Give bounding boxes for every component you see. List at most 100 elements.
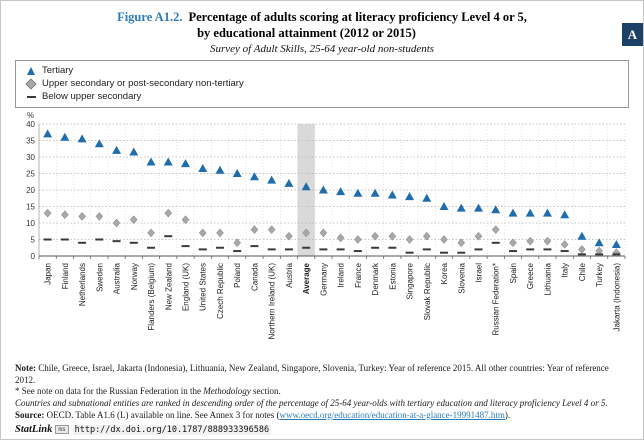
tertiary-marker [249,172,259,181]
y-tick-label: 10 [26,219,35,228]
y-tick-label: 0 [31,252,36,261]
statlink-icon: ms [55,425,69,435]
statlink-url[interactable]: http://dx.doi.org/10.1787/888933396586 [72,424,272,435]
category-label: Israel [475,263,484,283]
category-label: Sweden [95,263,104,292]
category-label: Italy [561,263,570,278]
tertiary-marker [525,208,535,217]
figure-title-line2: by educational attainment (2012 or 2015) [197,26,416,40]
upper-secondary-marker [405,235,414,244]
category-label: Ireland [337,263,346,287]
tertiary-marker [60,132,70,141]
category-label: Denmark [371,262,380,295]
tertiary-marker [422,193,432,202]
tertiary-marker [336,187,346,196]
tertiary-marker [267,175,277,184]
category-label: Germany [319,263,328,296]
upper-secondary-marker [78,212,86,221]
legend-label-tertiary: Tertiary [42,65,74,76]
tertiary-marker [405,192,415,201]
category-label: Spain [509,263,518,283]
literacy-chart-svg: 0 5 10 15 20 25 30 35 40% Japan Finland Netherlands… [26,111,626,340]
tertiary-marker [560,210,570,219]
dash-icon [26,95,36,98]
y-tick-label: 30 [26,153,35,162]
category-label: Canada [250,262,259,291]
source-text: OECD. Table A1.6 (L) available on line. … [44,409,280,420]
upper-secondary-marker [233,238,242,248]
figure-header: Figure A1.2. Percentage of adults scoring… [1,1,643,55]
legend-label-upper-secondary: Upper secondary or post-secondary non-te… [42,78,244,89]
tertiary-marker [508,208,518,217]
upper-secondary-marker [543,236,552,246]
category-label: Greece [526,262,535,289]
upper-secondary-marker [250,225,259,234]
upper-secondary-marker [267,225,276,234]
diamond-icon [25,77,37,90]
footnote-italic: Methodology [203,386,251,397]
category-label: Slovenia [457,262,466,293]
tertiary-marker [198,164,208,173]
category-label: Netherlands [78,263,87,306]
figure-number: Figure A1.2. [117,10,183,24]
upper-secondary-marker [509,238,517,248]
upper-secondary-marker [354,235,362,244]
upper-secondary-marker [371,231,379,241]
category-label: Australia [113,262,122,294]
category-label: Finland [61,263,70,289]
tertiary-marker [387,190,397,199]
tertiary-marker [301,182,311,191]
category-label: Chile [578,262,587,281]
category-label: Korea [440,262,449,284]
tertiary-marker [232,169,242,177]
tertiary-marker [594,238,604,247]
category-label: Flanders (Belgium) [147,263,156,331]
upper-secondary-marker [422,231,431,241]
tertiary-marker [611,239,621,248]
chart-area: 0 5 10 15 20 25 30 35 40% Japan Finland Netherlands… [13,110,643,363]
note-label: Note: [15,363,36,373]
category-label: Norway [130,263,139,290]
category-label: Slovak Republic [423,263,432,320]
tertiary-marker [456,203,466,212]
category-label: Northern Ireland (UK) [268,263,277,340]
category-label: Japan [44,263,53,285]
tertiary-marker [577,231,587,240]
footnote-line: * See note on data for the Russian Feder… [15,386,629,398]
category-label: England (UK) [182,263,191,311]
source-label: Source: [15,409,45,420]
upper-secondary-marker [336,233,345,243]
ranking-note: Countries and subnational entities are r… [15,398,608,409]
upper-secondary-marker [578,245,586,254]
tertiary-marker [439,202,449,210]
tertiary-marker [163,157,173,166]
tertiary-marker [215,165,225,174]
upper-secondary-marker [302,228,310,238]
upper-secondary-marker [457,238,466,248]
upper-secondary-marker [95,212,104,221]
tertiary-marker [284,178,294,187]
upper-secondary-marker [181,215,190,225]
chapter-tab-label: A [627,26,638,42]
tertiary-marker [94,139,104,148]
tertiary-marker [318,185,328,194]
y-tick-label: 20 [26,186,35,195]
upper-secondary-marker [164,208,173,218]
figure-title-line1: Figure A1.2. Percentage of adults scoring… [117,8,527,26]
upper-secondary-marker [285,231,293,241]
upper-secondary-marker [147,228,155,238]
tertiary-marker [129,147,139,156]
upper-secondary-marker [43,208,52,218]
upper-secondary-marker [560,240,569,249]
y-tick-label: 25 [26,170,35,179]
footnote-text: * See note on data for the Russian Feder… [15,386,204,397]
category-label: New Zealand [164,263,173,310]
figure-subtitle: Survey of Adult Skills, 25-64 year-old n… [209,43,435,55]
category-label: Russian Federation* [492,263,501,335]
chart-legend: Tertiary Upper secondary or post-seconda… [15,60,629,108]
source-link[interactable]: www.oecd.org/education/education-at-a-gl… [279,409,505,420]
source-end: ). [504,409,511,420]
category-label: Czech Republic [216,263,225,319]
footnote-end: section. [250,386,281,397]
